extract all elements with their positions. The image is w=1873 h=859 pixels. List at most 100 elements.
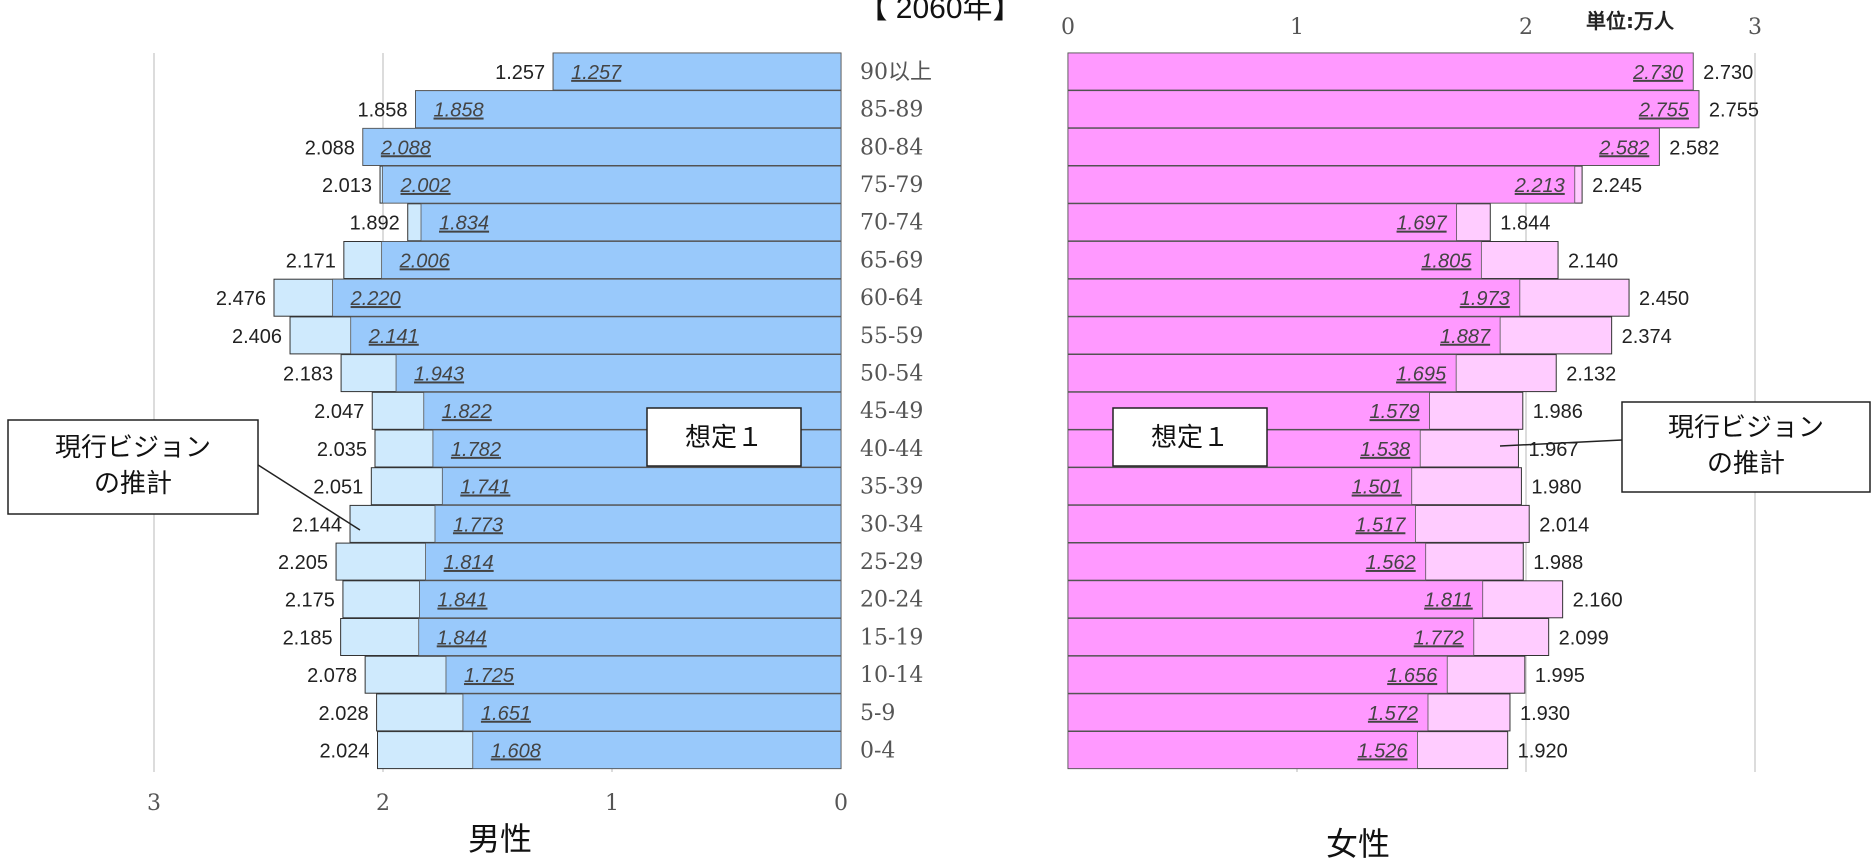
- male-vision-callout: 現行ビジョン の推計: [7, 419, 361, 531]
- female-vision-value-label: 2.730: [1703, 62, 1753, 84]
- male-assumption-value-label: 1.841: [437, 590, 487, 612]
- male-x-tick-label: 2: [376, 791, 390, 816]
- age-category-label: 60-64: [860, 286, 923, 311]
- male-x-tick-label: 3: [147, 791, 161, 816]
- male-vision-value-label: 2.144: [292, 514, 342, 536]
- female-x-tick-label: 0: [1061, 15, 1075, 40]
- male-assumption-callout: 想定１: [646, 407, 802, 467]
- age-category-label: 90以上: [860, 60, 932, 85]
- age-category-label: 65-69: [860, 248, 923, 273]
- male-vision-value-label: 1.892: [350, 213, 400, 235]
- female-vision-value-label: 1.986: [1533, 401, 1583, 423]
- male-assumption-value-label: 1.741: [460, 477, 510, 499]
- female-assumption-value-label: 1.501: [1352, 477, 1402, 499]
- female-vision-value-label: 1.988: [1533, 552, 1583, 574]
- female-assumption-value-label: 1.526: [1357, 740, 1408, 762]
- female-assumption-bar: [1067, 655, 1448, 694]
- male-vision-value-label: 2.088: [305, 137, 355, 159]
- age-category-label: 25-29: [860, 550, 923, 575]
- female-vision-callout: 現行ビジョン の推計: [1499, 401, 1871, 493]
- male-vision-value-label: 1.858: [357, 100, 407, 122]
- age-category-label: 30-34: [860, 512, 923, 537]
- female-assumption-value-label: 1.811: [1424, 590, 1473, 612]
- female-vision-value-label: 1.930: [1520, 703, 1570, 725]
- age-category-label: 85-89: [860, 98, 923, 123]
- male-assumption-value-label: 2.006: [399, 250, 451, 272]
- male-assumption-bar: [419, 580, 842, 619]
- female-vision-value-label: 1.995: [1535, 665, 1585, 687]
- female-vision-callout-line1: 現行ビジョン: [1668, 413, 1824, 443]
- male-assumption-value-label: 2.220: [350, 288, 401, 310]
- female-assumption-bar: [1067, 278, 1521, 317]
- female-vision-value-label: 2.450: [1639, 288, 1689, 310]
- male-vision-value-label: 2.024: [319, 740, 369, 762]
- age-category-label: 10-14: [860, 663, 923, 688]
- male-x-tick-label: 1: [605, 791, 619, 816]
- female-assumption-value-label: 1.572: [1368, 703, 1418, 725]
- male-vision-value-label: 2.205: [278, 552, 328, 574]
- female-vision-value-label: 1.844: [1500, 213, 1550, 235]
- female-vision-value-label: 2.014: [1539, 514, 1589, 536]
- female-assumption-value-label: 1.805: [1421, 250, 1472, 272]
- female-vision-value-label: 1.980: [1531, 477, 1581, 499]
- male-vision-callout-line2: の推計: [94, 469, 172, 499]
- male-assumption-bar: [382, 165, 842, 204]
- male-assumption-bar: [472, 731, 842, 769]
- age-category-label: 50-54: [860, 361, 923, 386]
- female-assumption-value-label: 1.562: [1366, 552, 1416, 574]
- male-vision-value-label: 2.175: [285, 590, 335, 612]
- male-assumption-bar: [434, 504, 842, 543]
- female-x-tick-label: 2: [1519, 15, 1533, 40]
- male-vision-value-label: 2.028: [319, 703, 369, 725]
- female-assumption-bar: [1067, 90, 1700, 129]
- female-assumption-value-label: 2.582: [1598, 137, 1649, 159]
- age-category-label: 0-4: [860, 738, 895, 763]
- male-assumption-callout-text: 想定１: [685, 423, 763, 453]
- male-vision-value-label: 2.051: [313, 477, 363, 499]
- age-category-label: 5-9: [860, 701, 895, 726]
- female-assumption-value-label: 1.579: [1370, 401, 1420, 423]
- male-assumption-value-label: 1.822: [442, 401, 492, 423]
- female-assumption-bar: [1067, 731, 1418, 769]
- female-assumption-bar: [1067, 127, 1660, 166]
- female-assumption-bars: [1067, 52, 1700, 769]
- male-assumption-value-label: 1.725: [464, 665, 515, 687]
- female-x-tick-label: 3: [1748, 15, 1762, 40]
- male-assumption-value-label: 2.088: [380, 137, 431, 159]
- male-assumption-bar: [332, 278, 842, 317]
- male-vision-value-label: 2.406: [232, 326, 282, 348]
- female-assumption-callout-text: 想定１: [1151, 423, 1229, 453]
- female-assumption-value-label: 1.695: [1396, 363, 1447, 385]
- female-assumption-value-label: 1.973: [1460, 288, 1510, 310]
- male-vision-value-label: 2.185: [283, 627, 333, 649]
- female-vision-value-label: 2.140: [1568, 250, 1618, 272]
- female-vision-value-label: 2.755: [1709, 100, 1759, 122]
- male-assumption-value-label: 1.257: [571, 62, 622, 84]
- female-assumption-bar: [1067, 542, 1427, 581]
- male-assumption-bar: [445, 655, 842, 694]
- female-vision-callout-line2: の推計: [1707, 449, 1785, 479]
- male-assumption-value-label: 2.002: [400, 175, 451, 197]
- female-x-tick-label: 1: [1290, 15, 1304, 40]
- female-assumption-value-label: 2.755: [1638, 100, 1690, 122]
- male-assumption-bar: [350, 316, 842, 355]
- age-labels: 90以上 85-89 80-84 75-79 70-74 65-69 60-64 55-59 5…: [860, 60, 932, 764]
- age-category-label: 75-79: [860, 173, 923, 198]
- male-x-tick-label: 0: [834, 791, 848, 816]
- male-assumption-bar: [462, 693, 842, 732]
- male-vision-value-label: 2.047: [314, 401, 364, 423]
- female-assumption-bar: [1067, 354, 1457, 393]
- female-assumption-bar: [1067, 52, 1694, 91]
- male-assumption-bar: [395, 354, 842, 393]
- female-assumption-value-label: 2.213: [1514, 175, 1565, 197]
- female-assumption-value-label: 1.538: [1360, 439, 1410, 461]
- female-assumption-bar: [1067, 618, 1475, 656]
- female-vision-value-label: 1.920: [1518, 740, 1568, 762]
- male-vision-callout-line1: 現行ビジョン: [55, 433, 211, 463]
- male-assumption-bar: [381, 241, 842, 279]
- female-assumption-bar: [1067, 165, 1576, 204]
- age-category-label: 80-84: [860, 135, 923, 160]
- age-category-label: 15-19: [860, 625, 923, 650]
- male-label: 男性: [468, 820, 532, 858]
